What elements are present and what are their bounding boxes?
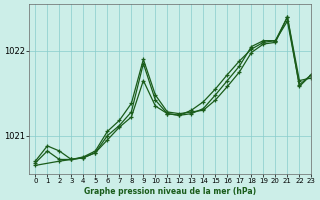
X-axis label: Graphe pression niveau de la mer (hPa): Graphe pression niveau de la mer (hPa) [84, 187, 256, 196]
